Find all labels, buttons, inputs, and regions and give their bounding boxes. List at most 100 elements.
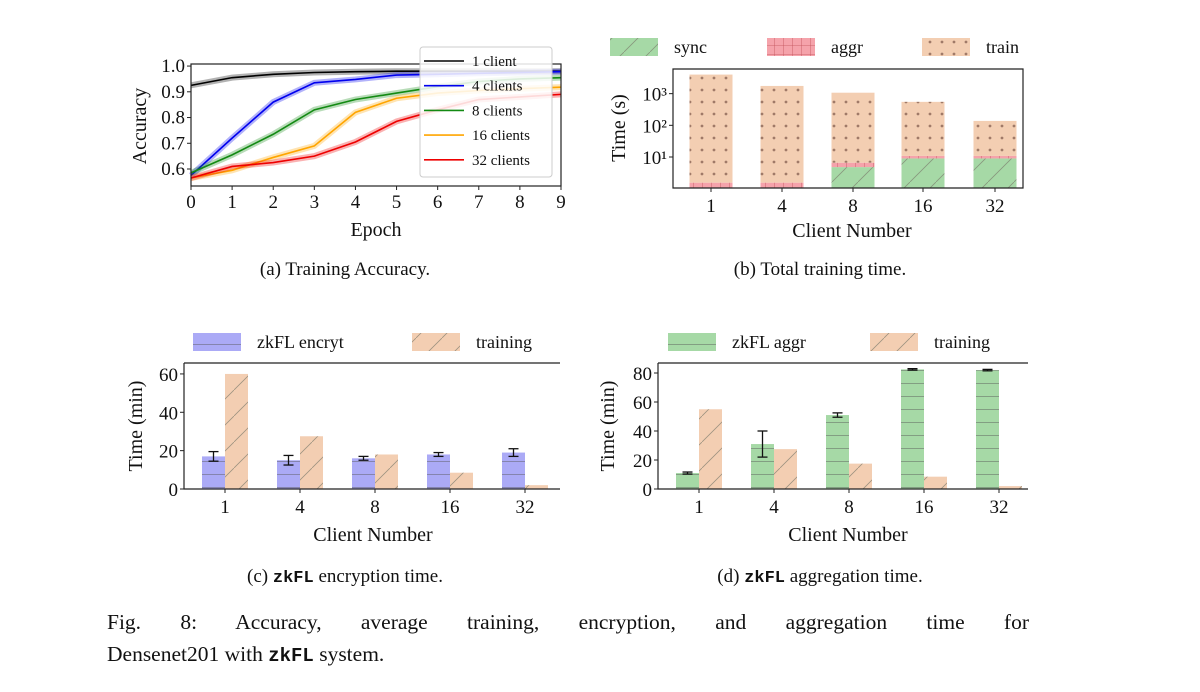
caption-a: (a) Training Accuracy. <box>259 259 431 280</box>
legend: sync aggr train <box>610 37 1019 57</box>
bar-hatch <box>976 370 999 489</box>
error-bar <box>508 448 519 458</box>
error-bar <box>907 368 918 371</box>
x-tick-label: 16 <box>441 497 460 518</box>
bar-hatch <box>901 155 945 159</box>
y-tick-label: 10³ <box>642 85 667 106</box>
x-tick-label: 1 <box>220 497 230 518</box>
error-bar <box>433 451 444 458</box>
caption-c-code: zkFL <box>272 569 314 588</box>
legend-swatch-hatch <box>767 38 815 56</box>
legend-swatch-hatch <box>870 333 918 351</box>
y-tick-label: 0.9 <box>161 82 185 103</box>
bar-hatch <box>699 409 722 489</box>
legend-label: 1 client <box>472 54 517 70</box>
y-tick-label: 10² <box>642 116 667 137</box>
bar-hatch <box>689 74 733 183</box>
y-axis-label: Time (s) <box>608 94 630 162</box>
error-bar <box>982 368 993 372</box>
figure-caption-suffix: system. <box>319 642 385 666</box>
x-tick-label: 32 <box>986 196 1005 217</box>
y-tick-label: 0.6 <box>161 159 185 180</box>
x-tick-label: 4 <box>777 196 787 217</box>
x-axis-label: Epoch <box>350 219 401 241</box>
bar-hatch <box>225 373 248 489</box>
bar-hatch <box>901 369 924 489</box>
y-tick-label: 60 <box>633 393 652 414</box>
x-tick-label: 0 <box>186 192 196 213</box>
bar-hatch <box>901 101 945 156</box>
legend-swatch-hatch <box>610 38 658 56</box>
x-tick-label: 7 <box>474 192 484 213</box>
plot-frame <box>190 63 562 187</box>
chart-total-training-time: 1 4 8 16 32 10¹ 10² 10³ Client Number Time (s) syn… <box>608 37 1024 242</box>
y-tick-label: 0.7 <box>161 133 185 154</box>
bar-hatch <box>760 182 804 188</box>
bar-hatch <box>774 449 797 489</box>
legend-label: zkFL encryt <box>257 332 344 352</box>
bar-hatch <box>502 452 525 489</box>
x-axis-label: Client Number <box>788 524 908 546</box>
error-bar <box>358 455 369 461</box>
y-axis-label: Time (min) <box>597 381 619 472</box>
bar-hatch <box>849 463 872 489</box>
y-tick-label: 40 <box>633 422 652 443</box>
x-tick-label: 5 <box>392 192 402 213</box>
x-tick-label: 4 <box>769 497 779 518</box>
chart-training-accuracy: 0 1 2 3 4 5 6 7 8 9 0.6 0.7 0.8 0.9 1.0 Epoch Accuracy 1 … <box>129 46 566 241</box>
bar-hatch <box>277 460 300 489</box>
legend: 1 client 4 clients 8 clients 16 clients 32 c… <box>419 46 553 178</box>
figure-caption-code: zkFL <box>268 645 314 667</box>
error-bar <box>682 471 693 475</box>
plot-area <box>689 74 1017 188</box>
legend-swatch-hatch <box>193 333 241 351</box>
caption-d-suffix: aggregation time. <box>789 566 923 587</box>
legend-label: sync <box>674 37 707 57</box>
legend: zkFL encryt training <box>193 332 532 352</box>
legend-label: 8 clients <box>472 103 523 119</box>
x-tick-label: 2 <box>268 192 278 213</box>
bar-hatch <box>427 454 450 489</box>
y-tick-label: 20 <box>633 451 652 472</box>
x-tick-label: 4 <box>295 497 305 518</box>
error-bar <box>757 430 768 458</box>
caption-d-prefix: (d) <box>717 566 740 587</box>
legend-swatch-hatch <box>922 38 970 56</box>
figure-caption-prefix: Densenet201 with <box>107 642 263 666</box>
bar-hatch <box>831 92 875 163</box>
x-tick-label: 16 <box>914 196 933 217</box>
bar-hatch <box>760 85 804 183</box>
bar-hatch <box>375 454 398 489</box>
x-tick-label: 32 <box>516 497 535 518</box>
x-tick-label: 1 <box>694 497 704 518</box>
legend-box <box>419 46 553 178</box>
figure-caption-line2: Densenet201 with zkFL system. <box>107 642 1029 667</box>
figure-caption-line1: Fig. 8: Accuracy, average training, encr… <box>107 610 1029 634</box>
caption-b: (b) Total training time. <box>733 259 907 280</box>
legend-label: zkFL aggr <box>732 332 806 352</box>
y-tick-label: 80 <box>633 364 652 385</box>
y-tick-label: 1.0 <box>161 56 185 77</box>
plot-area <box>676 368 1022 489</box>
x-axis-label: Client Number <box>313 524 433 546</box>
legend: zkFL aggr training <box>668 332 990 352</box>
legend-label: training <box>476 332 532 352</box>
x-axis-label: Client Number <box>792 220 912 242</box>
legend-label: aggr <box>831 37 863 57</box>
x-tick-label: 16 <box>915 497 934 518</box>
bar-hatch <box>826 415 849 489</box>
x-tick-label: 3 <box>310 192 320 213</box>
bar-hatch <box>901 158 945 188</box>
y-axis-label: Time (min) <box>125 381 147 472</box>
legend-label: 16 clients <box>472 128 530 144</box>
caption-c-prefix: (c) <box>247 566 269 587</box>
y-tick-label: 20 <box>159 442 178 463</box>
legend-label: 4 clients <box>472 79 523 95</box>
bar-hatch <box>525 485 548 489</box>
plot-frame <box>672 68 1024 189</box>
legend-label: 32 clients <box>472 153 530 169</box>
x-tick-label: 8 <box>370 497 380 518</box>
bar-hatch <box>973 120 1017 156</box>
legend-label: train <box>986 37 1019 57</box>
